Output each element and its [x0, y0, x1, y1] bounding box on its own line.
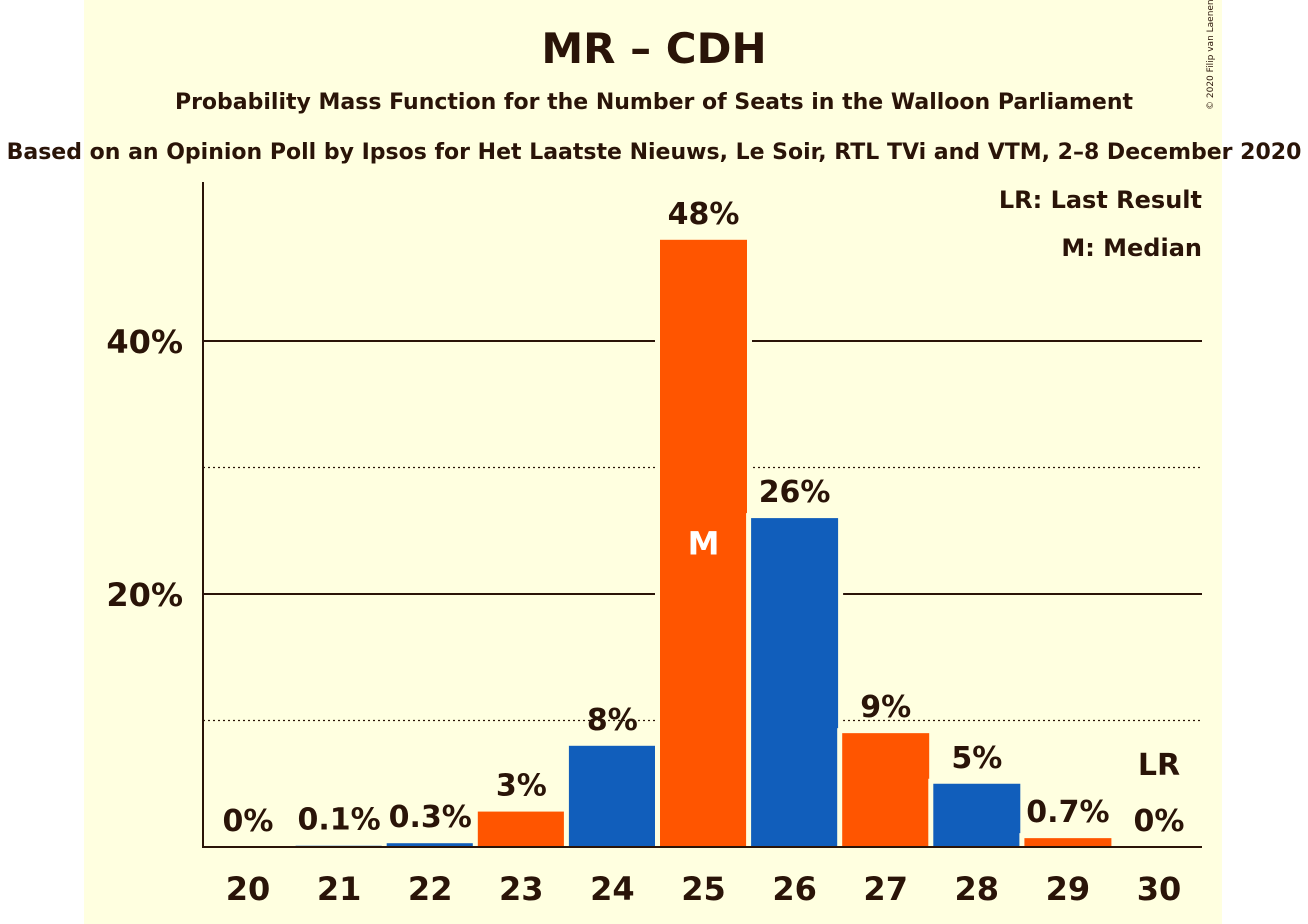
- x-tick-label: 27: [863, 870, 908, 908]
- last-result-marker: LR: [1138, 748, 1180, 783]
- data-label: 0.1%: [297, 803, 380, 838]
- x-tick-label: 21: [317, 870, 362, 908]
- chart-title: MR – CDH: [541, 24, 767, 73]
- bar-29: [1024, 838, 1112, 847]
- bar-28: [933, 783, 1021, 847]
- data-label: 0.7%: [1026, 795, 1109, 830]
- x-tick-label: 20: [226, 870, 271, 908]
- bar-halo: [381, 838, 479, 847]
- data-label: 5%: [951, 741, 1002, 776]
- bar-halo: [290, 840, 388, 847]
- x-tick-label: 30: [1137, 870, 1182, 908]
- x-tick-label: 24: [590, 870, 635, 908]
- x-tick-label: 23: [499, 870, 544, 908]
- bar-24: [568, 745, 656, 847]
- bar-22: [386, 843, 474, 847]
- bar-27: [842, 733, 930, 847]
- bar-25: [660, 239, 747, 848]
- x-tick-label: 29: [1046, 870, 1091, 908]
- data-label: 0%: [223, 804, 274, 839]
- y-tick-label: 20%: [106, 576, 183, 614]
- x-tick-label: 28: [955, 870, 1000, 908]
- chart-subtitle: Probability Mass Function for the Number…: [174, 90, 1134, 115]
- chart-source: Based on an Opinion Poll by Ipsos for He…: [6, 140, 1302, 165]
- data-label: 3%: [496, 769, 547, 804]
- data-label: 9%: [860, 690, 911, 725]
- data-label: 48%: [668, 197, 740, 232]
- x-tick-label: 25: [681, 870, 726, 908]
- data-label: 26%: [759, 475, 831, 510]
- bar-26: [751, 518, 839, 847]
- legend-last-result: LR: Last Result: [998, 186, 1202, 214]
- x-tick-label: 22: [408, 870, 453, 908]
- data-label: 8%: [587, 703, 638, 738]
- data-label: 0.3%: [389, 800, 472, 835]
- median-marker: M: [688, 524, 720, 562]
- data-label: 0%: [1134, 804, 1185, 839]
- legend-median: M: Median: [1061, 234, 1202, 262]
- x-tick-label: 26: [772, 870, 817, 908]
- bar-23: [477, 811, 565, 847]
- y-tick-label: 40%: [106, 323, 183, 361]
